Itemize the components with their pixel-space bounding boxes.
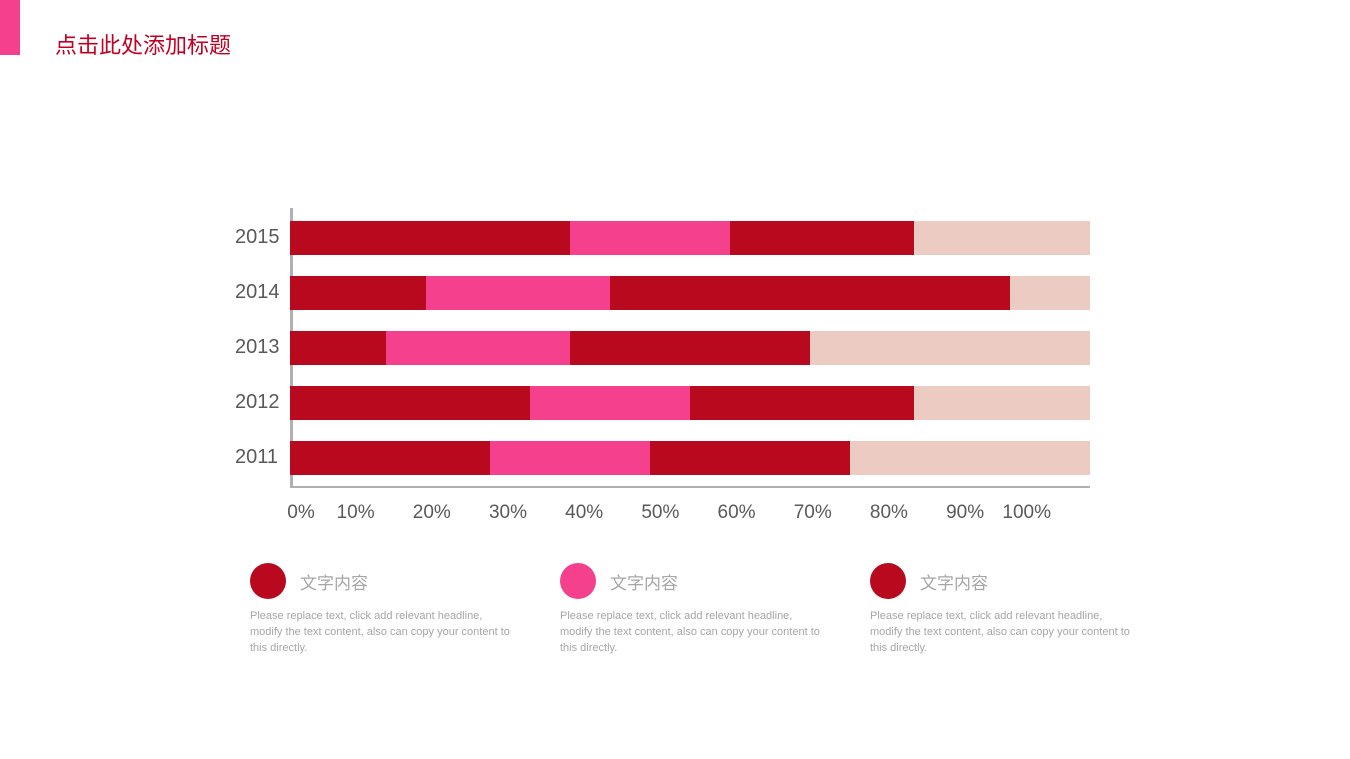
chart-y-label: 2014 (235, 281, 290, 304)
chart-bar-segment (290, 276, 426, 310)
chart-bar-segment (386, 331, 570, 365)
chart-bar-segment (650, 441, 850, 475)
chart-bar-segment (426, 276, 610, 310)
chart-bar-segment (850, 441, 1090, 475)
chart-x-tick: 10% (337, 502, 375, 524)
chart-y-label: 2015 (235, 226, 290, 249)
chart-bar-segment (570, 221, 730, 255)
header-accent-block (0, 0, 20, 55)
legend-label: 文字内容 (920, 569, 988, 594)
legend-description: Please replace text, click add relevant … (250, 609, 510, 657)
legend-head: 文字内容 (250, 563, 510, 599)
chart-row: 2012 (235, 375, 1090, 430)
legend-color-dot-icon (560, 563, 596, 599)
chart-bar-segment (730, 221, 914, 255)
chart-row: 2014 (235, 265, 1090, 320)
chart-bar-track (290, 441, 1090, 475)
chart-bar-segment (810, 331, 1090, 365)
legend-label: 文字内容 (300, 569, 368, 594)
chart-bar-segment (914, 221, 1090, 255)
chart-x-ticks: 0% 10% 20% 30% 40% 50% 60% 70% 80% 90% 100% (290, 502, 1090, 524)
chart-bar-track (290, 276, 1090, 310)
chart-bar-segment (490, 441, 650, 475)
chart-x-tick: 30% (489, 502, 527, 524)
legend-color-dot-icon (250, 563, 286, 599)
chart-bar-segment (570, 331, 810, 365)
chart-bar-segment (290, 221, 570, 255)
chart-bar-segment (610, 276, 1010, 310)
chart-row: 2013 (235, 320, 1090, 375)
chart-y-label: 2012 (235, 391, 290, 414)
chart-bar-segment (1010, 276, 1090, 310)
legend-description: Please replace text, click add relevant … (870, 609, 1130, 657)
legend-description: Please replace text, click add relevant … (560, 609, 820, 657)
legend-item: 文字内容 Please replace text, click add relev… (560, 563, 820, 657)
chart-bar-track (290, 386, 1090, 420)
chart-x-tick: 90% (946, 502, 984, 524)
legend-color-dot-icon (870, 563, 906, 599)
chart-x-tick: 40% (565, 502, 603, 524)
chart-y-label: 2011 (235, 446, 290, 469)
chart-bar-segment (290, 386, 530, 420)
chart-x-axis-line (290, 486, 1090, 488)
chart-bar-segment (690, 386, 914, 420)
chart-bar-track (290, 331, 1090, 365)
chart-x-tick: 70% (794, 502, 832, 524)
chart-x-tick: 100% (1002, 502, 1051, 524)
chart-bar-segment (914, 386, 1090, 420)
legend-head: 文字内容 (870, 563, 1130, 599)
chart-x-tick: 20% (413, 502, 451, 524)
chart-bar-track (290, 221, 1090, 255)
stacked-bar-chart: 2015 2014 2013 2012 2011 (235, 210, 1090, 485)
chart-x-tick: 80% (870, 502, 908, 524)
legend-head: 文字内容 (560, 563, 820, 599)
chart-bar-segment (290, 441, 490, 475)
legend-item: 文字内容 Please replace text, click add relev… (870, 563, 1130, 657)
chart-x-tick: 60% (718, 502, 756, 524)
chart-bar-segment (530, 386, 690, 420)
legend-item: 文字内容 Please replace text, click add relev… (250, 563, 510, 657)
chart-y-label: 2013 (235, 336, 290, 359)
legend-label: 文字内容 (610, 569, 678, 594)
chart-row: 2015 (235, 210, 1090, 265)
chart-row: 2011 (235, 430, 1090, 485)
chart-legend: 文字内容 Please replace text, click add relev… (250, 563, 1130, 657)
chart-x-tick: 0% (287, 502, 314, 524)
chart-bar-segment (290, 331, 386, 365)
page-title[interactable]: 点击此处添加标题 (55, 28, 231, 60)
chart-x-tick: 50% (641, 502, 679, 524)
